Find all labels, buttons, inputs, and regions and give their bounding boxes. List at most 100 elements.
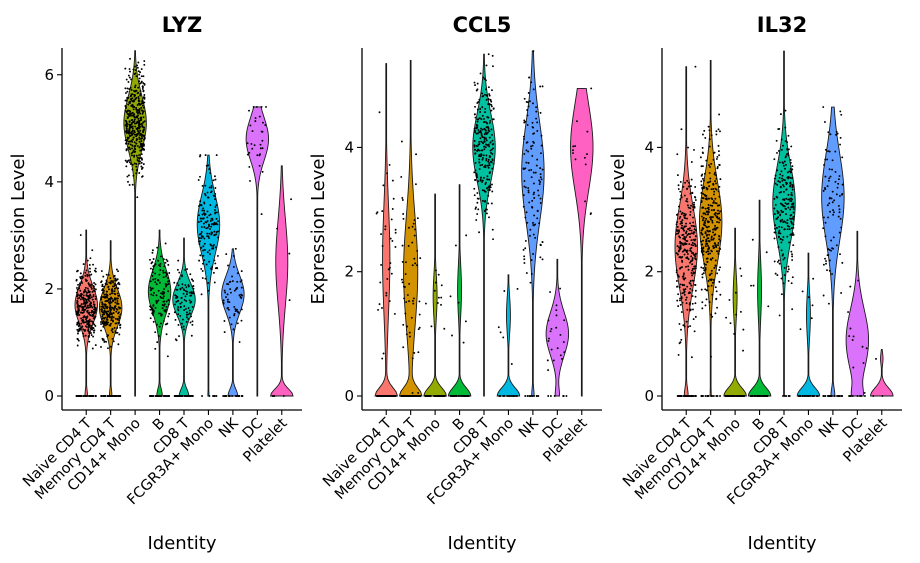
jitter-point [230,323,233,326]
jitter-point [131,147,133,150]
jitter-point [238,294,241,297]
jitter-point [116,292,119,295]
jitter-point [391,239,394,242]
jitter-point [150,293,153,296]
jitter-point [246,153,249,156]
jitter-point [704,288,707,291]
jitter-point [789,233,792,236]
jitter-point [537,189,540,192]
jitter-point [531,199,534,202]
jitter-point [139,129,142,132]
jitter-point [187,318,190,320]
jitter-point [778,161,781,164]
jitter-point [129,148,132,151]
jitter-point [240,297,243,299]
jitter-point [475,174,478,177]
jitter-point [240,319,243,322]
jitter-point [713,266,716,269]
jitter-point [484,146,487,149]
jitter-point [691,259,694,262]
jitter-point [694,284,697,286]
jitter-point [679,247,682,250]
jitter-point [210,268,213,271]
jitter-point [690,272,693,274]
jitter-point [179,395,182,397]
jitter-point [488,94,491,97]
jitter-point [412,297,415,300]
jitter-point [689,222,692,225]
jitter-point [79,272,82,275]
jitter-point [140,68,143,70]
x-axis-title: Identity [448,533,517,554]
jitter-point [135,96,138,99]
jitter-point [139,149,142,152]
jitter-point [142,116,145,119]
jitter-point [451,395,454,397]
jitter-point [692,272,695,275]
jitter-point [474,131,477,134]
jitter-point [233,289,236,292]
jitter-point [713,227,716,230]
jitter-point [693,267,696,270]
jitter-point [161,307,164,310]
jitter-point [716,167,719,170]
jitter-point [813,395,816,397]
jitter-point [683,278,686,281]
jitter-point [226,298,229,301]
jitter-point [78,395,81,397]
jitter-point [290,198,293,201]
jitter-point [108,301,110,304]
jitter-point [549,330,552,333]
jitter-point [416,217,419,220]
jitter-point [84,308,87,311]
jitter-point [166,260,169,263]
jitter-point [822,189,825,192]
jitter-point [785,395,788,397]
jitter-point [94,267,97,270]
jitter-point [474,152,477,155]
jitter-point [89,284,92,287]
jitter-point [90,334,93,336]
jitter-point [700,231,703,234]
jitter-point [683,290,686,293]
jitter-point [91,347,94,350]
jitter-point [189,312,191,315]
jitter-point [487,202,490,205]
jitter-point [682,243,685,246]
jitter-point [184,295,187,298]
jitter-point [477,149,480,152]
jitter-point [689,280,692,282]
jitter-point [108,306,111,309]
jitter-point [136,168,139,171]
jitter-point [134,65,136,68]
jitter-point [485,159,488,162]
jitter-point [684,242,687,245]
jitter-point [675,223,678,226]
jitter-point [187,395,190,397]
jitter-point [157,289,160,292]
jitter-point [690,284,693,287]
jitter-point [143,94,146,96]
jitter-point [789,170,792,173]
jitter-point [158,273,161,276]
jitter-point [476,108,479,111]
jitter-point [776,227,778,229]
jitter-point [728,298,731,301]
jitter-point [107,321,110,324]
jitter-point [529,228,532,231]
jitter-point [476,176,479,179]
jitter-point [533,395,536,397]
jitter-point [776,274,779,277]
jitter-point [851,339,854,341]
jitter-point [485,98,488,101]
jitter-point [206,232,209,235]
jitter-point [132,174,135,177]
jitter-point [103,340,106,343]
jitter-point [105,320,108,323]
jitter-point [816,395,819,397]
jitter-point [683,194,686,197]
jitter-point [791,183,794,186]
jitter-point [841,183,844,186]
jitter-point [248,109,250,112]
